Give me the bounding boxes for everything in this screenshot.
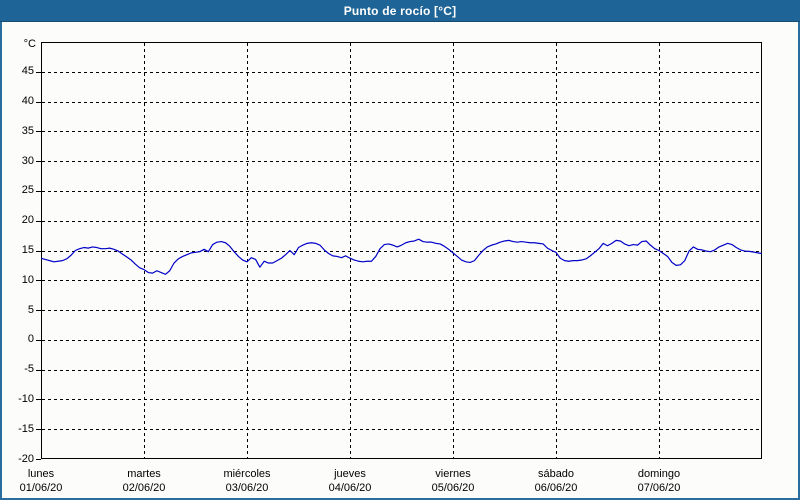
day-date: 07/06/20: [637, 482, 681, 494]
day-date: 02/06/20: [122, 482, 166, 494]
y-axis-tick-label: 40: [21, 95, 34, 108]
y-axis-tick-mark: [36, 280, 41, 281]
y-axis-tick-label: -10: [18, 392, 34, 405]
y-axis-tick-label: 15: [21, 244, 34, 256]
y-axis-tick-mark: [36, 251, 41, 252]
y-axis-tick-label: -5: [24, 363, 34, 376]
x-axis-day-label: sábado 06/06/20: [504, 467, 608, 495]
y-axis-tick-mark: [36, 161, 41, 162]
window-title: Punto de rocío [°C]: [343, 3, 457, 18]
day-date: 04/06/20: [328, 482, 372, 494]
chart-svg: [40, 42, 763, 459]
y-axis-tick-label: 35: [21, 124, 34, 137]
y-axis-tick-label: -20: [18, 452, 34, 465]
y-axis-tick-mark: [36, 72, 41, 73]
y-axis-tick-mark: [36, 310, 41, 311]
y-axis-tick-mark: [36, 459, 41, 460]
day-date: 05/06/20: [431, 482, 475, 494]
x-axis-day-label: viernes 05/06/20: [401, 467, 505, 495]
y-axis-tick-label: 20: [21, 214, 34, 227]
day-name: jueves: [334, 468, 366, 480]
y-axis-tick-mark: [36, 370, 41, 371]
day-name: sábado: [537, 468, 575, 480]
y-axis-tick-label: 30: [21, 154, 34, 167]
x-axis-day-label: jueves 04/06/20: [298, 467, 402, 495]
y-axis-unit-label: °C: [23, 38, 36, 50]
y-axis-tick-mark: [36, 102, 41, 103]
x-axis-day-label: miércoles 03/06/20: [195, 467, 299, 495]
day-name: lunes: [27, 468, 55, 480]
dewpoint-line-series: [40, 238, 763, 275]
y-axis-tick-label: 0: [27, 333, 34, 346]
day-name: domingo: [637, 468, 681, 480]
day-date: 06/06/20: [534, 482, 578, 494]
y-axis-tick-mark: [36, 221, 41, 222]
y-axis-tick-label: -15: [18, 422, 34, 435]
x-axis-day-label: lunes 01/06/20: [0, 467, 93, 495]
day-date: 01/06/20: [19, 482, 63, 494]
day-name: viernes: [435, 468, 471, 480]
chart-plot-area: [40, 42, 763, 459]
day-name: miércoles: [223, 468, 271, 480]
plot-border: [41, 42, 762, 459]
x-axis-day-label: domingo 07/06/20: [607, 467, 711, 495]
y-axis-tick-mark: [36, 340, 41, 341]
x-axis-day-label: martes 02/06/20: [92, 467, 196, 495]
y-axis-tick-label: 10: [21, 273, 34, 286]
y-axis-tick-mark: [36, 191, 41, 192]
y-axis-tick-label: 45: [21, 65, 34, 78]
y-axis-tick-mark: [36, 131, 41, 132]
y-axis-tick-mark: [36, 399, 41, 400]
day-date: 03/06/20: [225, 482, 269, 494]
window-titlebar: Punto de rocío [°C]: [0, 0, 800, 22]
day-name: martes: [127, 468, 161, 480]
y-axis-tick-label: 25: [21, 184, 34, 197]
y-axis-tick-label: 5: [27, 303, 34, 316]
y-axis-tick-mark: [36, 429, 41, 430]
